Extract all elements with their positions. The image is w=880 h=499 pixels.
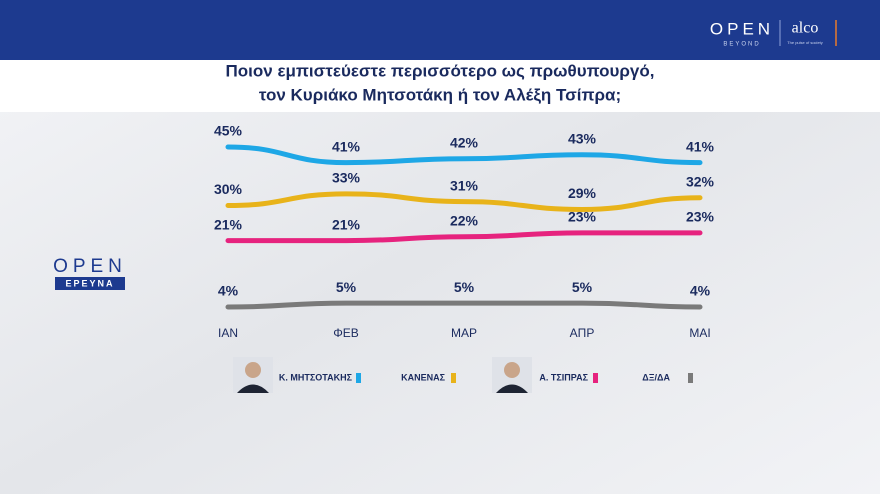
x-tick-label: ΜΑΙ bbox=[689, 326, 710, 340]
legend-photo-head bbox=[245, 362, 261, 378]
data-label: 23% bbox=[568, 209, 597, 225]
data-label: 5% bbox=[572, 279, 593, 295]
data-label: 41% bbox=[332, 138, 361, 154]
data-label: 41% bbox=[686, 138, 715, 154]
series-line bbox=[225, 191, 703, 212]
open-logo: OPEN bbox=[710, 19, 774, 38]
data-label: 5% bbox=[454, 279, 475, 295]
data-label: 43% bbox=[568, 131, 597, 147]
data-label: 30% bbox=[214, 181, 243, 197]
data-label: 32% bbox=[686, 173, 715, 189]
side-logo-band bbox=[55, 277, 125, 290]
legend-photo-body bbox=[237, 384, 269, 393]
data-label: 31% bbox=[450, 177, 479, 193]
data-label: 21% bbox=[332, 216, 361, 232]
side-logo-text: ΕΡΕΥΝΑ bbox=[65, 278, 114, 288]
series-line bbox=[225, 230, 703, 244]
x-tick-label: ΑΠΡ bbox=[570, 326, 595, 340]
legend-swatch bbox=[356, 373, 361, 383]
data-label: 33% bbox=[332, 170, 361, 186]
legend-swatch bbox=[688, 373, 693, 383]
series-line bbox=[225, 300, 703, 310]
x-tick-label: ΜΑΡ bbox=[451, 326, 477, 340]
beyond-logo: BEYOND bbox=[723, 42, 760, 48]
series-line bbox=[225, 144, 703, 166]
alco-logo: alco bbox=[792, 20, 819, 37]
data-label: 29% bbox=[568, 185, 597, 201]
data-label: 4% bbox=[690, 283, 711, 299]
title-band bbox=[0, 60, 880, 112]
x-tick-label: ΙΑΝ bbox=[218, 326, 238, 340]
header-bar bbox=[0, 0, 880, 60]
legend-label: Κ. ΜΗΤΣΟΤΑΚΗΣ bbox=[279, 372, 353, 382]
data-label: 4% bbox=[218, 283, 239, 299]
chart-title: Ποιον εμπιστεύεστε περισσότερο ως πρωθυπ… bbox=[226, 61, 655, 80]
legend-photo-body bbox=[496, 384, 528, 393]
data-label: 23% bbox=[686, 209, 715, 225]
legend-swatch bbox=[451, 373, 456, 383]
data-label: 42% bbox=[450, 134, 479, 150]
alco-tagline: The pulse of society bbox=[787, 40, 823, 45]
legend-label: ΚΑΝΕΝΑΣ bbox=[401, 372, 446, 382]
legend-swatch bbox=[593, 373, 598, 383]
x-tick-label: ΦΕΒ bbox=[333, 326, 359, 340]
data-label: 45% bbox=[214, 123, 243, 139]
data-label: 5% bbox=[336, 279, 357, 295]
legend-photo-head bbox=[504, 362, 520, 378]
legend-label: Α. ΤΣΙΠΡΑΣ bbox=[539, 372, 588, 382]
data-label: 21% bbox=[214, 216, 243, 232]
legend-label: ΔΞ/ΔΑ bbox=[642, 372, 670, 382]
data-label: 22% bbox=[450, 212, 479, 228]
chart-title: τον Κυριάκο Μητσοτάκη ή τον Αλέξη Τσίπρα… bbox=[259, 85, 621, 104]
side-logo: OPEN bbox=[53, 256, 127, 277]
